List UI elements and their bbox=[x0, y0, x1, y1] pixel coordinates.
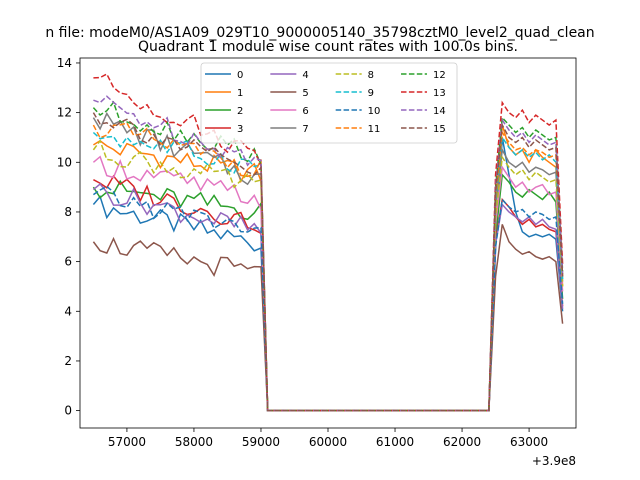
legend-label-9: 9 bbox=[368, 88, 374, 99]
chart-title: Quadrant 1 module wise count rates with … bbox=[138, 39, 518, 55]
legend-label-15: 15 bbox=[433, 124, 446, 135]
series-line-14 bbox=[93, 95, 564, 412]
x-offset-label: +3.9e8 bbox=[532, 454, 576, 468]
figure-suptitle: n file: modeM0/AS1A09_029T10_9000005140_… bbox=[45, 25, 594, 41]
x-tick-label: 59000 bbox=[242, 435, 280, 449]
series-line-13 bbox=[93, 73, 564, 412]
legend-frame bbox=[200, 62, 458, 144]
series-line-9 bbox=[92, 131, 564, 412]
y-tick-label: 8 bbox=[64, 205, 72, 219]
legend-label-12: 12 bbox=[433, 70, 446, 81]
y-tick-label: 0 bbox=[64, 404, 72, 418]
series-line-3 bbox=[93, 174, 564, 412]
legend-label-0: 0 bbox=[237, 70, 243, 81]
series-line-4 bbox=[92, 182, 564, 412]
x-tick-label: 62000 bbox=[443, 435, 481, 449]
legend-label-3: 3 bbox=[237, 124, 243, 135]
legend-label-7: 7 bbox=[302, 124, 308, 135]
plot-border bbox=[79, 57, 577, 429]
legend-label-8: 8 bbox=[368, 70, 374, 81]
legend-label-13: 13 bbox=[433, 88, 446, 99]
legend-label-5: 5 bbox=[302, 88, 308, 99]
legend-label-11: 11 bbox=[368, 124, 381, 135]
legend-label-2: 2 bbox=[237, 106, 243, 117]
series-line-0 bbox=[92, 137, 564, 412]
x-tick-label: 63000 bbox=[510, 435, 548, 449]
x-tick-label: 61000 bbox=[376, 435, 414, 449]
y-tick-label: 6 bbox=[64, 255, 72, 269]
y-tick-label: 4 bbox=[64, 304, 72, 318]
legend-label-6: 6 bbox=[302, 106, 308, 117]
series-layer bbox=[92, 73, 564, 412]
legend-label-10: 10 bbox=[368, 106, 381, 117]
axes-layer: 57000 58000 59000 60000 61000 62000 63000 0 2 4 6 8… bbox=[57, 56, 548, 449]
x-tick-label: 57000 bbox=[108, 435, 146, 449]
y-tick-label: 12 bbox=[57, 106, 72, 120]
x-tick-label: 58000 bbox=[175, 435, 213, 449]
y-tick-label: 14 bbox=[57, 56, 72, 70]
series-line-5 bbox=[92, 224, 564, 412]
legend-label-14: 14 bbox=[433, 106, 446, 117]
y-tick-label: 2 bbox=[64, 354, 72, 368]
legend-label-4: 4 bbox=[302, 70, 308, 81]
x-tick-label: 60000 bbox=[309, 435, 347, 449]
series-line-6 bbox=[92, 155, 564, 412]
series-line-8 bbox=[92, 139, 564, 412]
legend-label-1: 1 bbox=[237, 88, 243, 99]
y-tick-label: 10 bbox=[57, 155, 72, 169]
series-line-15 bbox=[92, 112, 564, 412]
